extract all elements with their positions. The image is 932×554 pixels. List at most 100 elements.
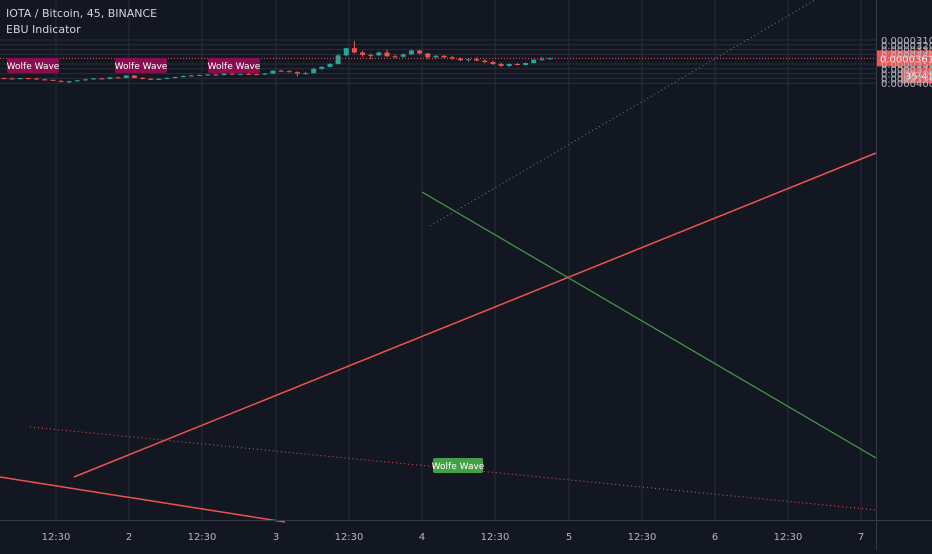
time-tick-label: 12:30 [481, 532, 510, 543]
candle-body [82, 79, 88, 81]
time-tick-label: 3 [273, 532, 279, 543]
candle-body [539, 59, 545, 61]
candle-body [433, 55, 439, 58]
candle [376, 51, 382, 57]
candle-body [270, 70, 276, 74]
candle-body [327, 64, 333, 67]
candle-body [205, 74, 211, 76]
wolfe-wave-label-text: Wolfe Wave [432, 462, 485, 472]
candle [91, 77, 97, 80]
candle [490, 60, 496, 65]
candle [335, 54, 341, 65]
candle [506, 63, 512, 67]
wolfe-wave-label-bg [433, 458, 483, 473]
candle-body [466, 59, 472, 61]
candle-body [213, 74, 219, 76]
candle [327, 63, 333, 68]
candle [74, 79, 80, 82]
candle-body [237, 73, 243, 75]
candle-body [368, 54, 374, 56]
candle [286, 70, 292, 73]
grid-layer [0, 0, 876, 520]
current-price-box [876, 50, 932, 67]
candle [482, 59, 488, 64]
candle-body [58, 80, 64, 82]
candle [148, 77, 154, 80]
wolfe-wave-label: Wolfe Wave [115, 58, 168, 73]
wolfe-line-1-3 [73, 152, 877, 478]
candle [498, 62, 504, 67]
candle [441, 54, 447, 59]
candle-body [123, 75, 129, 78]
wolfe-wave-label-bg [115, 58, 167, 73]
candle-body [531, 59, 537, 64]
candle [278, 69, 284, 72]
time-tick-label: 4 [419, 532, 425, 543]
wolfe-wave-label-bg [7, 58, 59, 73]
candle-body [376, 52, 382, 56]
candle [229, 73, 235, 75]
time-tick-label: 7 [858, 532, 864, 543]
wolfe-wave-label-bottom: Wolfe Wave [432, 458, 485, 473]
candle [205, 74, 211, 76]
wolfe-line-lower [0, 476, 286, 523]
candle [360, 50, 366, 57]
candle-body [254, 74, 260, 76]
current-price-label: 0.00003617 [880, 54, 932, 65]
candle [384, 49, 390, 57]
candle-body [457, 58, 463, 61]
candle [514, 63, 520, 66]
candle-body [156, 78, 162, 80]
candle-body [360, 52, 366, 55]
candle [368, 53, 374, 60]
candle [25, 77, 31, 80]
candle [66, 80, 72, 84]
chart-legend: IOTA / Bitcoin, 45, BINANCE EBU Indicato… [6, 6, 157, 38]
candle [156, 78, 162, 80]
candle-body [115, 77, 121, 79]
time-tick-label: 12:30 [188, 532, 217, 543]
candle-body [131, 75, 137, 78]
candle [433, 54, 439, 59]
candle [245, 73, 251, 75]
candle-body [229, 73, 235, 75]
candle-body [384, 52, 390, 57]
candle-body [319, 66, 325, 69]
wolfe-target-line [421, 191, 877, 459]
candle-body [498, 64, 504, 66]
candle-body [262, 73, 268, 75]
candle [213, 73, 219, 76]
candle-body [490, 62, 496, 64]
candle [400, 53, 406, 58]
candle-body [425, 53, 431, 58]
candle [99, 77, 105, 80]
time-tick-label: 6 [712, 532, 718, 543]
candle [392, 54, 398, 59]
candle [34, 77, 40, 80]
candle-body [351, 48, 357, 53]
countdown-label: 35:41 [905, 71, 932, 82]
candle-body [286, 71, 292, 73]
candle-body [392, 56, 398, 58]
candle [50, 79, 56, 82]
candle [262, 73, 268, 76]
indicator-name[interactable]: EBU Indicator [6, 23, 81, 36]
candle [131, 75, 137, 79]
candle-body [474, 59, 480, 61]
candle-body [188, 75, 194, 77]
wolfe-wave-label-text: Wolfe Wave [7, 62, 60, 72]
candle [115, 76, 121, 79]
candle [107, 76, 113, 80]
symbol-title[interactable]: IOTA / Bitcoin, 45, BINANCE [6, 7, 158, 20]
candle-body [547, 58, 553, 60]
candle [164, 77, 170, 80]
candle-body [197, 75, 203, 77]
candle-body [303, 73, 309, 75]
candle [82, 78, 88, 81]
candle-body [172, 76, 178, 78]
